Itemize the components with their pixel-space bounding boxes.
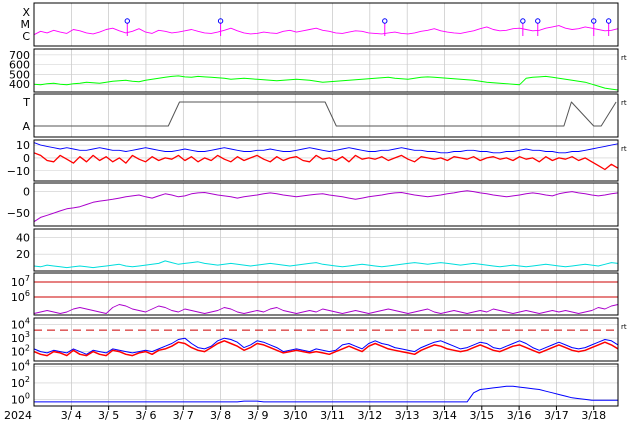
series-line (33, 304, 619, 314)
panel-solar-wind-speed (33, 48, 619, 93)
date-label: 3/12 (357, 409, 382, 422)
tick-label: 100 (11, 391, 30, 406)
tick-label: T (22, 96, 30, 109)
tick-label: 102 (11, 375, 30, 390)
date-label: 3/ 8 (210, 409, 231, 422)
tick-label: 107 (11, 274, 30, 289)
date-label: 3/ 4 (61, 409, 82, 422)
day-grid (71, 3, 595, 406)
tick-label: 20 (16, 248, 30, 261)
flare-marker (591, 18, 597, 24)
date-label: 3/17 (544, 409, 569, 422)
date-label: 3/ 6 (135, 409, 156, 422)
tick-label: C (22, 30, 30, 43)
panel-frame (33, 2, 619, 47)
date-label: 3/ 9 (247, 409, 268, 422)
panel-proton-flux (33, 272, 619, 316)
flare-marker (535, 18, 541, 24)
series-line (33, 75, 619, 91)
series-line (33, 260, 619, 269)
panel-frame (33, 48, 619, 93)
side-marker: rt (621, 145, 627, 153)
tick-label: 106 (11, 289, 30, 304)
date-label: 3/ 7 (173, 409, 194, 422)
tick-label: −50 (7, 207, 30, 220)
date-label: 3/15 (469, 409, 494, 422)
side-marker: rt (621, 54, 627, 62)
panel-frame (33, 272, 619, 316)
tick-label: 0 (23, 152, 30, 165)
flare-marker (382, 18, 388, 24)
side-marker: rt (621, 323, 627, 331)
tick-label: M (21, 18, 31, 31)
date-label: 3/13 (395, 409, 420, 422)
tick-label: 0 (23, 186, 30, 199)
panel-frame (33, 182, 619, 227)
date-label: 3/18 (581, 409, 606, 422)
tick-label: 400 (9, 78, 30, 91)
tick-label: 102 (11, 344, 30, 359)
tick-label: 700 (9, 49, 30, 62)
series-line (33, 190, 619, 223)
series-2-line (33, 340, 619, 357)
date-label: 3/11 (320, 409, 345, 422)
polarity-trace (34, 101, 617, 127)
tick-label: A (22, 120, 30, 133)
panel-frame (33, 317, 619, 362)
panel-xray-flux (33, 363, 619, 407)
bt-line (33, 142, 619, 154)
date-label: 3/10 (283, 409, 308, 422)
panel-dst-index (33, 182, 619, 227)
panel-frame (33, 139, 619, 182)
tick-label: 104 (11, 358, 30, 373)
panel-magnetic-polarity (33, 93, 619, 138)
flare-marker (217, 18, 224, 24)
year-label: 2024 (4, 409, 32, 422)
tick-label: 600 (9, 59, 30, 72)
flare-marker (605, 18, 612, 24)
tick-label: 40 (16, 231, 30, 244)
tick-label: −10 (7, 165, 30, 178)
flare-marker (520, 18, 526, 24)
panel-imf-bt-bz (33, 139, 619, 182)
series-line (34, 385, 618, 403)
side-marker: rt (621, 99, 627, 107)
panel-electron-flux (33, 317, 619, 362)
tick-label: 500 (9, 68, 30, 81)
tick-label: 10 (16, 139, 30, 152)
date-label: 3/ 5 (98, 409, 119, 422)
panel-frame (33, 363, 619, 407)
flare-marker (124, 18, 130, 24)
panel-flare-class (33, 2, 619, 47)
series-1-line (33, 337, 619, 355)
tick-label: X (22, 6, 30, 19)
panel-frame (33, 228, 619, 272)
date-label: 3/16 (507, 409, 532, 422)
date-label: 3/14 (432, 409, 457, 422)
series-line (33, 25, 619, 36)
bz-line (33, 152, 619, 171)
panel-kp-index (33, 228, 619, 272)
date-axis (70, 406, 595, 410)
panel-frame (33, 93, 619, 138)
